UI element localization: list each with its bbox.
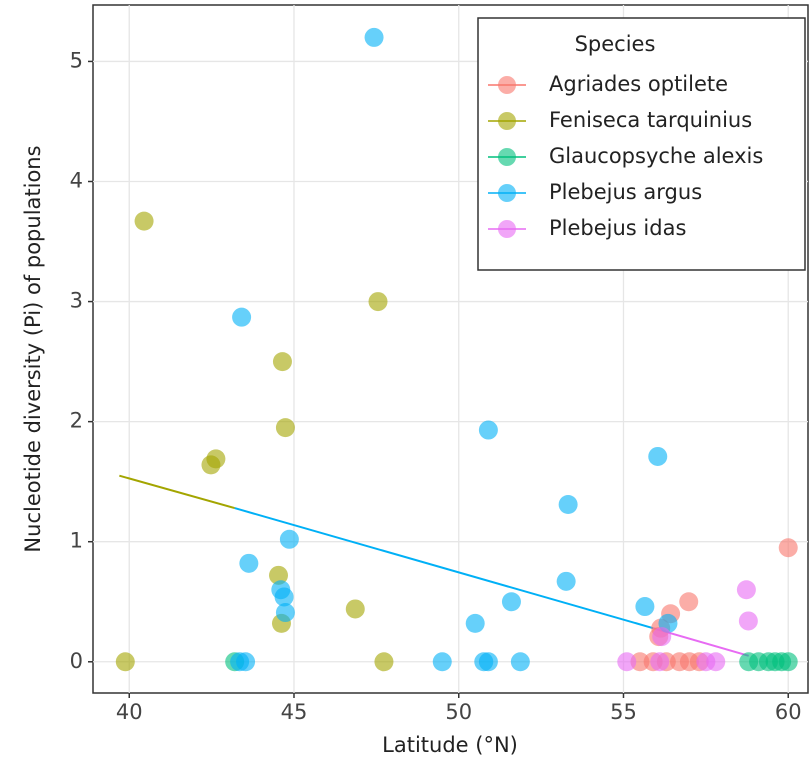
legend-label: Plebejus idas bbox=[549, 216, 686, 240]
point bbox=[374, 652, 394, 672]
legend-label: Agriades optilete bbox=[549, 72, 728, 96]
point bbox=[630, 652, 650, 672]
x-tick-label: 40 bbox=[116, 700, 143, 724]
trend-line bbox=[119, 474, 235, 510]
legend-symbol bbox=[498, 76, 516, 94]
point bbox=[478, 420, 498, 440]
y-tick-label: 4 bbox=[70, 169, 83, 193]
point bbox=[274, 587, 294, 607]
point bbox=[679, 592, 699, 612]
point bbox=[617, 652, 637, 672]
point bbox=[275, 418, 295, 438]
point bbox=[134, 211, 154, 231]
point bbox=[501, 592, 521, 612]
point bbox=[510, 652, 530, 672]
point bbox=[432, 652, 452, 672]
point bbox=[345, 599, 365, 619]
y-tick-label: 3 bbox=[70, 289, 83, 313]
y-tick-label: 0 bbox=[70, 649, 83, 673]
point bbox=[652, 627, 672, 647]
trend-line bbox=[234, 507, 654, 630]
legend-title: Species bbox=[575, 32, 656, 56]
y-tick-label: 5 bbox=[70, 48, 83, 72]
x-tick-label: 55 bbox=[610, 700, 637, 724]
legend-label: Glaucopsyche alexis bbox=[549, 144, 763, 168]
point bbox=[364, 27, 384, 47]
point bbox=[650, 652, 670, 672]
point bbox=[236, 652, 256, 672]
point bbox=[279, 529, 299, 549]
y-tick-label: 1 bbox=[70, 529, 83, 553]
legend-symbol bbox=[498, 112, 516, 130]
point bbox=[239, 553, 259, 573]
point bbox=[736, 580, 756, 600]
legend-symbol bbox=[498, 220, 516, 238]
legend-label: Feniseca tarquinius bbox=[549, 108, 752, 132]
point bbox=[478, 652, 498, 672]
point bbox=[635, 597, 655, 617]
x-axis-title: Latitude (°N) bbox=[382, 733, 518, 757]
legend-box bbox=[477, 17, 806, 271]
legend-label: Plebejus argus bbox=[549, 180, 702, 204]
point bbox=[465, 613, 485, 633]
legend-symbol bbox=[498, 148, 516, 166]
x-tick-label: 50 bbox=[445, 700, 472, 724]
y-axis-title: Nucleotide diversity (Pi) of populations bbox=[21, 145, 45, 552]
point bbox=[115, 652, 135, 672]
point bbox=[232, 307, 252, 327]
point bbox=[556, 571, 576, 591]
point bbox=[706, 652, 726, 672]
point bbox=[368, 292, 388, 312]
point bbox=[778, 652, 798, 672]
point bbox=[269, 565, 289, 585]
point bbox=[558, 494, 578, 514]
point bbox=[206, 449, 226, 469]
x-tick-label: 45 bbox=[281, 700, 308, 724]
x-tick-label: 60 bbox=[775, 700, 802, 724]
legend: Species Agriades optilete Feniseca tarqui… bbox=[477, 17, 806, 271]
point bbox=[778, 538, 798, 558]
y-tick-label: 2 bbox=[70, 409, 83, 433]
point bbox=[275, 603, 295, 623]
legend-symbol bbox=[498, 184, 516, 202]
point bbox=[648, 446, 668, 466]
point bbox=[272, 352, 292, 372]
point bbox=[738, 611, 758, 631]
